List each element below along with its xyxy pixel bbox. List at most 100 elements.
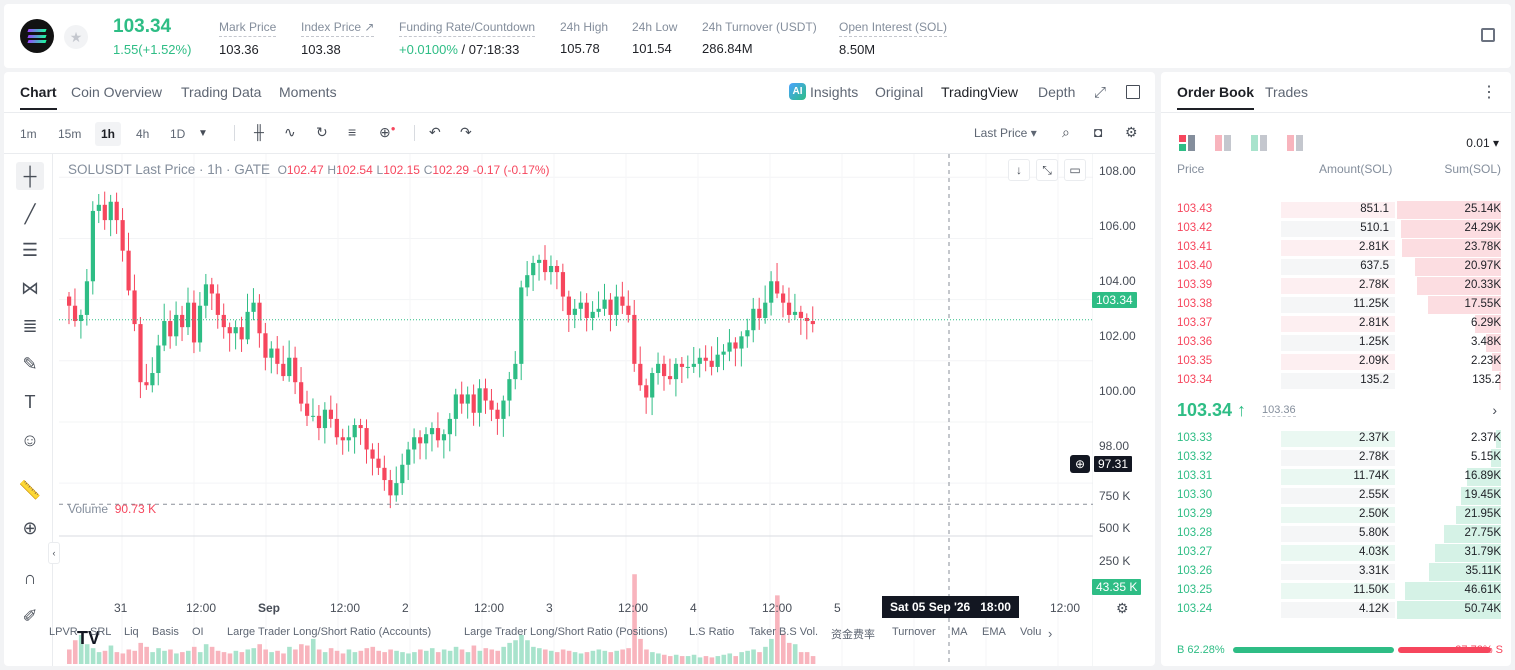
guide-book-icon[interactable] — [1481, 28, 1495, 42]
timeframe-15m[interactable]: 15m — [58, 127, 82, 141]
indicator-chip[interactable]: Turnover — [892, 626, 936, 638]
indicator-chip[interactable]: Basis — [152, 626, 179, 638]
bid-row[interactable]: 103.28 5.80K 27.75K — [1177, 524, 1501, 543]
indicator-scroll-right-icon[interactable]: › — [1048, 626, 1053, 641]
favorite-star-icon[interactable]: ★ — [64, 25, 88, 49]
indicator-chip[interactable]: Taker B.S Vol. — [749, 626, 819, 638]
view-both-icon[interactable] — [1179, 135, 1195, 151]
ask-row[interactable]: 103.36 1.25K 3.48K — [1177, 333, 1501, 352]
timeframe-1h[interactable]: 1h — [95, 122, 122, 146]
settings-gear-icon[interactable]: ⚙ — [1125, 124, 1138, 140]
horizontal-lines-icon[interactable]: ☰ — [21, 239, 39, 260]
tab-trading-data[interactable]: Trading Data — [181, 84, 262, 100]
view-original[interactable]: Original — [875, 84, 924, 100]
trend-line-icon[interactable]: ╱ — [24, 203, 36, 224]
fullscreen-icon[interactable]: ⤢ — [1094, 84, 1107, 101]
scroll-down-icon[interactable]: ↓ — [1008, 159, 1030, 181]
fib-icon[interactable]: ≣ — [22, 315, 38, 336]
tab-trades[interactable]: Trades — [1265, 84, 1309, 100]
ask-row[interactable]: 103.34 135.2 135.2 — [1177, 371, 1501, 390]
bid-row[interactable]: 103.26 3.31K 35.11K — [1177, 562, 1501, 581]
maximize-pane-icon[interactable]: ▭ — [1064, 159, 1086, 181]
collapse-toolbar-icon[interactable]: ‹ — [48, 542, 60, 564]
view-bids-icon[interactable] — [1251, 135, 1267, 151]
chart-settings-icon[interactable]: ⚙ — [1116, 600, 1129, 616]
tab-chart[interactable]: Chart — [20, 84, 57, 110]
tab-coin-overview[interactable]: Coin Overview — [71, 84, 163, 100]
indicator-chip[interactable]: LPVR — [49, 626, 78, 638]
ask-row[interactable]: 103.41 2.81K 23.78K — [1177, 238, 1501, 257]
view-depth-icon[interactable] — [1287, 135, 1303, 151]
bid-row[interactable]: 103.31 11.74K 16.89K — [1177, 467, 1501, 486]
bid-row[interactable]: 103.27 4.03K 31.79K — [1177, 543, 1501, 562]
pattern-icon[interactable]: ⋈ — [21, 277, 39, 298]
candle-type-icon[interactable]: ╫ — [254, 124, 264, 140]
indicators-icon[interactable]: ∿ — [284, 124, 296, 140]
ask-row[interactable]: 103.38 11.25K 17.55K — [1177, 295, 1501, 314]
amount-depth-bar — [1281, 602, 1395, 618]
chevron-right-icon[interactable]: › — [1492, 402, 1497, 418]
search-icon[interactable]: ⌕ — [1062, 124, 1070, 140]
more-options-icon[interactable]: ⋮ — [1481, 84, 1497, 101]
view-depth[interactable]: Depth — [1038, 84, 1076, 100]
ask-row[interactable]: 103.39 2.78K 20.33K — [1177, 276, 1501, 295]
bid-row[interactable]: 103.25 11.50K 46.61K — [1177, 581, 1501, 600]
add-indicator-icon[interactable]: ⊕● — [379, 124, 396, 140]
templates-icon[interactable]: ≡ — [348, 124, 357, 140]
pencil-lock-icon[interactable]: ✐ — [22, 605, 38, 626]
indicator-chip[interactable]: 资金费率 — [831, 629, 875, 641]
indicator-chip[interactable]: Volu — [1020, 626, 1042, 638]
bid-row[interactable]: 103.24 4.12K 50.74K — [1177, 600, 1501, 619]
candlestick-chart[interactable]: TV — [59, 154, 1093, 666]
stat-label[interactable]: Mark Price — [219, 20, 277, 37]
price-source-select[interactable]: Last Price ▾ — [974, 126, 1037, 140]
bid-row[interactable]: 103.33 2.37K 2.37K — [1177, 429, 1501, 448]
time-tick: 5 — [834, 601, 841, 615]
indicator-chip[interactable]: L.S Ratio — [689, 626, 735, 638]
crosshair-icon[interactable]: ┼ — [16, 162, 44, 190]
ask-row[interactable]: 103.37 2.81K 6.29K — [1177, 314, 1501, 333]
tab-moments[interactable]: Moments — [279, 84, 337, 100]
timeframe-1m[interactable]: 1m — [20, 127, 37, 141]
precision-select[interactable]: 0.01 ▾ — [1466, 136, 1499, 150]
add-alert-icon[interactable]: ⊕ — [1070, 455, 1090, 473]
redo-icon[interactable]: ↷ — [460, 124, 472, 140]
timeframe-1d[interactable]: 1D — [170, 127, 186, 141]
tab-order-book[interactable]: Order Book — [1177, 84, 1255, 110]
ask-row[interactable]: 103.42 510.1 24.29K — [1177, 219, 1501, 238]
ask-row[interactable]: 103.43 851.1 25.14K — [1177, 200, 1501, 219]
indicator-chip[interactable]: MA — [951, 626, 968, 638]
legend-close: 102.29 — [432, 163, 470, 177]
indicator-chip[interactable]: Liq — [124, 626, 139, 638]
emoji-icon[interactable]: ☺ — [20, 429, 40, 450]
ask-row[interactable]: 103.35 2.09K 2.23K — [1177, 352, 1501, 371]
text-tool-icon[interactable]: T — [24, 391, 36, 412]
indicator-chip[interactable]: Large Trader Long/Short Ratio (Positions… — [464, 626, 668, 638]
indicator-chip[interactable]: EMA — [982, 626, 1006, 638]
timeframe-dropdown-icon[interactable]: ▼ — [198, 128, 208, 139]
popout-window-icon[interactable] — [1126, 85, 1140, 99]
stat-label[interactable]: Index Price ↗ — [301, 20, 375, 37]
view-insights[interactable]: Insights — [810, 84, 859, 100]
indicator-chip[interactable]: SRL — [90, 626, 112, 638]
view-asks-icon[interactable] — [1215, 135, 1231, 151]
magnet-icon[interactable]: ∩ — [23, 567, 37, 588]
bid-row[interactable]: 103.32 2.78K 5.15K — [1177, 448, 1501, 467]
undo-icon[interactable]: ↶ — [429, 124, 441, 140]
timeframe-4h[interactable]: 4h — [136, 127, 150, 141]
bid-row[interactable]: 103.30 2.55K 19.45K — [1177, 486, 1501, 505]
refresh-icon[interactable]: ↻ — [316, 124, 328, 140]
stat-label[interactable]: Funding Rate/Countdown — [399, 20, 536, 37]
indicator-chip[interactable]: Large Trader Long/Short Ratio (Accounts) — [227, 626, 432, 638]
bid-row[interactable]: 103.29 2.50K 21.95K — [1177, 505, 1501, 524]
stat-label[interactable]: Open Interest (SOL) — [839, 20, 948, 37]
view-tradingview[interactable]: TradingView — [941, 84, 1019, 100]
zoom-in-icon[interactable]: ⊕ — [22, 517, 38, 538]
ask-row[interactable]: 103.40 637.5 20.97K — [1177, 257, 1501, 276]
collapse-icon[interactable]: ⤡ — [1036, 159, 1058, 181]
brush-icon[interactable]: ✎ — [22, 353, 38, 374]
ruler-icon[interactable]: 📏 — [18, 479, 42, 500]
volume-bar — [679, 656, 685, 664]
camera-icon[interactable]: ◘ — [1094, 124, 1103, 140]
indicator-chip[interactable]: OI — [192, 626, 204, 638]
